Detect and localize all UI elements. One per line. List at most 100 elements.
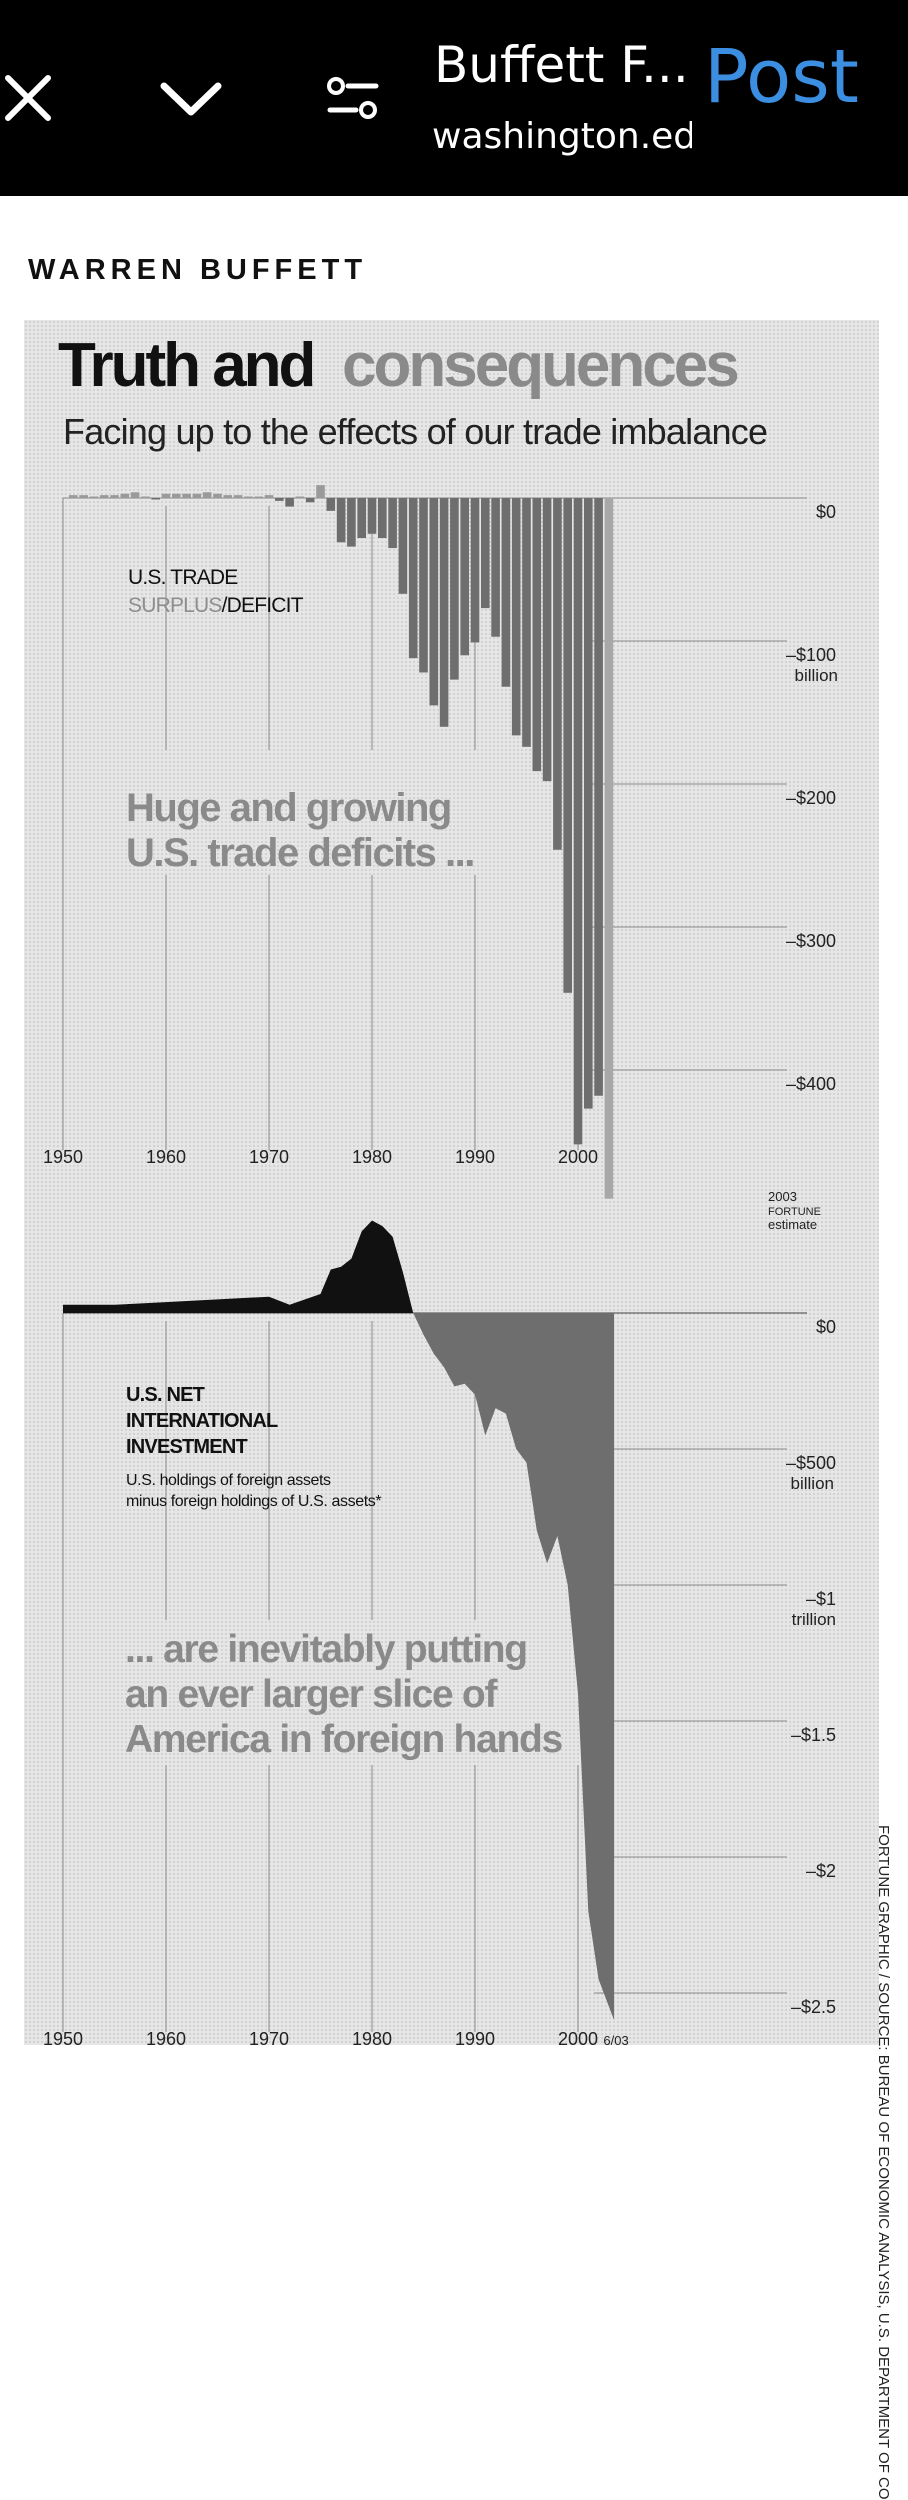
investment-xtick-label: 1950 [43, 2029, 83, 2045]
trade-bar [450, 498, 459, 680]
investment-label-line2: INTERNATIONAL [126, 1410, 278, 1432]
trade-bar [192, 493, 202, 498]
investment-xtick-label: 1990 [455, 2029, 495, 2045]
trade-bar [79, 495, 88, 498]
trade-bar [419, 498, 428, 673]
investment-callout-line3: America in foreign hands [125, 1718, 563, 1761]
trade-bar [563, 498, 572, 993]
trade-bar [151, 498, 160, 500]
infographic: Truth and consequences Facing up to the … [24, 320, 892, 2500]
investment-callout-line2: an ever larger slice of [125, 1673, 498, 1716]
trade-xtick-label: 1950 [43, 1147, 83, 1167]
investment-area [63, 1220, 615, 2021]
trade-bar [336, 498, 346, 543]
trade-label-line2: SURPLUS/DEFICIT [128, 594, 304, 617]
investment-ytick-label: –$500 [786, 1453, 836, 1473]
trade-ytick-label: –$400 [786, 1074, 836, 1094]
trade-bar [481, 498, 490, 609]
graphic-title-part1: Truth and [58, 331, 313, 400]
trade-unit-label: billion [795, 666, 838, 685]
graphic-title-part2: consequences [342, 331, 737, 400]
post-button[interactable]: Post [704, 34, 859, 120]
trade-label-deficit: DEFICIT [227, 594, 304, 617]
trade-bar [594, 498, 603, 1096]
investment-last-x-label: 6/03 [603, 2033, 628, 2045]
trade-bar [378, 498, 387, 539]
investment-callout-line1: ... are inevitably putting [125, 1628, 527, 1671]
trade-label-line1: U.S. TRADE [128, 566, 238, 589]
trade-bar [470, 498, 480, 643]
investment-area-positive [63, 1220, 615, 1313]
trade-bar [99, 495, 109, 498]
investment-xtick-label: 2000 [558, 2029, 598, 2045]
trade-bar [429, 498, 439, 706]
trade-ytick-label: –$300 [786, 931, 836, 951]
investment-label-line1: U.S. NET [126, 1384, 205, 1406]
document-url: washington.edu [432, 116, 692, 157]
trade-bar [202, 492, 212, 498]
chevron-down-icon[interactable] [158, 78, 224, 118]
trade-xtick-label: 1960 [146, 1147, 186, 1167]
investment-xtick-label: 1960 [146, 2029, 186, 2045]
investment-ytick-label: –$1.5 [791, 1725, 836, 1745]
estimate-label-year: 2003 [768, 1189, 797, 1204]
trade-bar [120, 493, 130, 498]
top-app-bar: Buffett F... washington.edu Post [0, 0, 908, 196]
trade-bar [161, 493, 171, 498]
investment-label-line3: INVESTMENT [126, 1436, 247, 1458]
trade-xtick-label: 1980 [352, 1147, 392, 1167]
document-title: Buffett F... [434, 36, 689, 94]
investment-ytick-label: –$1 [806, 1589, 836, 1609]
trade-bars [69, 485, 614, 1199]
trade-callout-line1: Huge and growing [126, 786, 451, 830]
trade-bar [233, 495, 243, 498]
trade-bar [182, 493, 191, 498]
trade-label-surplus: SURPLUS [128, 594, 222, 617]
trade-bar [69, 495, 78, 498]
trade-bar [408, 498, 418, 659]
trade-bar [388, 498, 397, 549]
investment-unit-trillion: trillion [792, 1610, 836, 1629]
trade-bar [511, 498, 521, 736]
trade-bar [398, 498, 408, 594]
trade-callout-line2: U.S. trade deficits ... [126, 831, 474, 875]
investment-desc-line2: minus foreign holdings of U.S. assets* [126, 1493, 381, 1510]
investment-xtick-label: 1980 [352, 2029, 392, 2045]
trade-bar [141, 496, 150, 498]
trade-bar [172, 493, 181, 498]
trade-bar [584, 498, 593, 1109]
trade-bar [130, 492, 140, 498]
trade-bar [110, 495, 119, 498]
trade-bar [347, 498, 356, 547]
trade-xtick-label: 1970 [249, 1147, 289, 1167]
trade-bar [604, 498, 614, 1199]
article-author: WARREN BUFFETT [28, 254, 368, 286]
trade-bar [542, 498, 552, 782]
trade-bar [522, 498, 531, 747]
trade-bar [285, 498, 294, 507]
trade-bar [89, 496, 99, 498]
filter-settings-icon[interactable] [326, 74, 380, 122]
investment-ytick-label: –$2 [806, 1861, 836, 1881]
estimate-label-source: FORTUNE [768, 1206, 821, 1218]
investment-unit-billion: billion [791, 1474, 834, 1493]
trade-bar [532, 498, 542, 772]
trade-bar [316, 485, 325, 498]
trade-bar [491, 498, 500, 637]
trade-bar [501, 498, 511, 687]
trade-bar [254, 496, 263, 498]
investment-area-negative [63, 1313, 615, 2021]
investment-desc-line1: U.S. holdings of foreign assets [126, 1472, 331, 1489]
estimate-label-text: estimate [768, 1217, 817, 1232]
trade-bar [264, 495, 274, 498]
trade-label-slash: / [222, 594, 228, 617]
trade-bar [326, 498, 336, 511]
trade-bar [275, 498, 284, 501]
source-credit: FORTUNE GRAPHIC / SOURCE: BUREAU OF ECON… [875, 1825, 892, 2500]
close-icon[interactable] [2, 72, 54, 124]
trade-ytick-label: –$200 [786, 788, 836, 808]
trade-ytick-label: –$100 [786, 645, 836, 665]
trade-bar [573, 498, 583, 1145]
trade-bar [460, 498, 469, 656]
